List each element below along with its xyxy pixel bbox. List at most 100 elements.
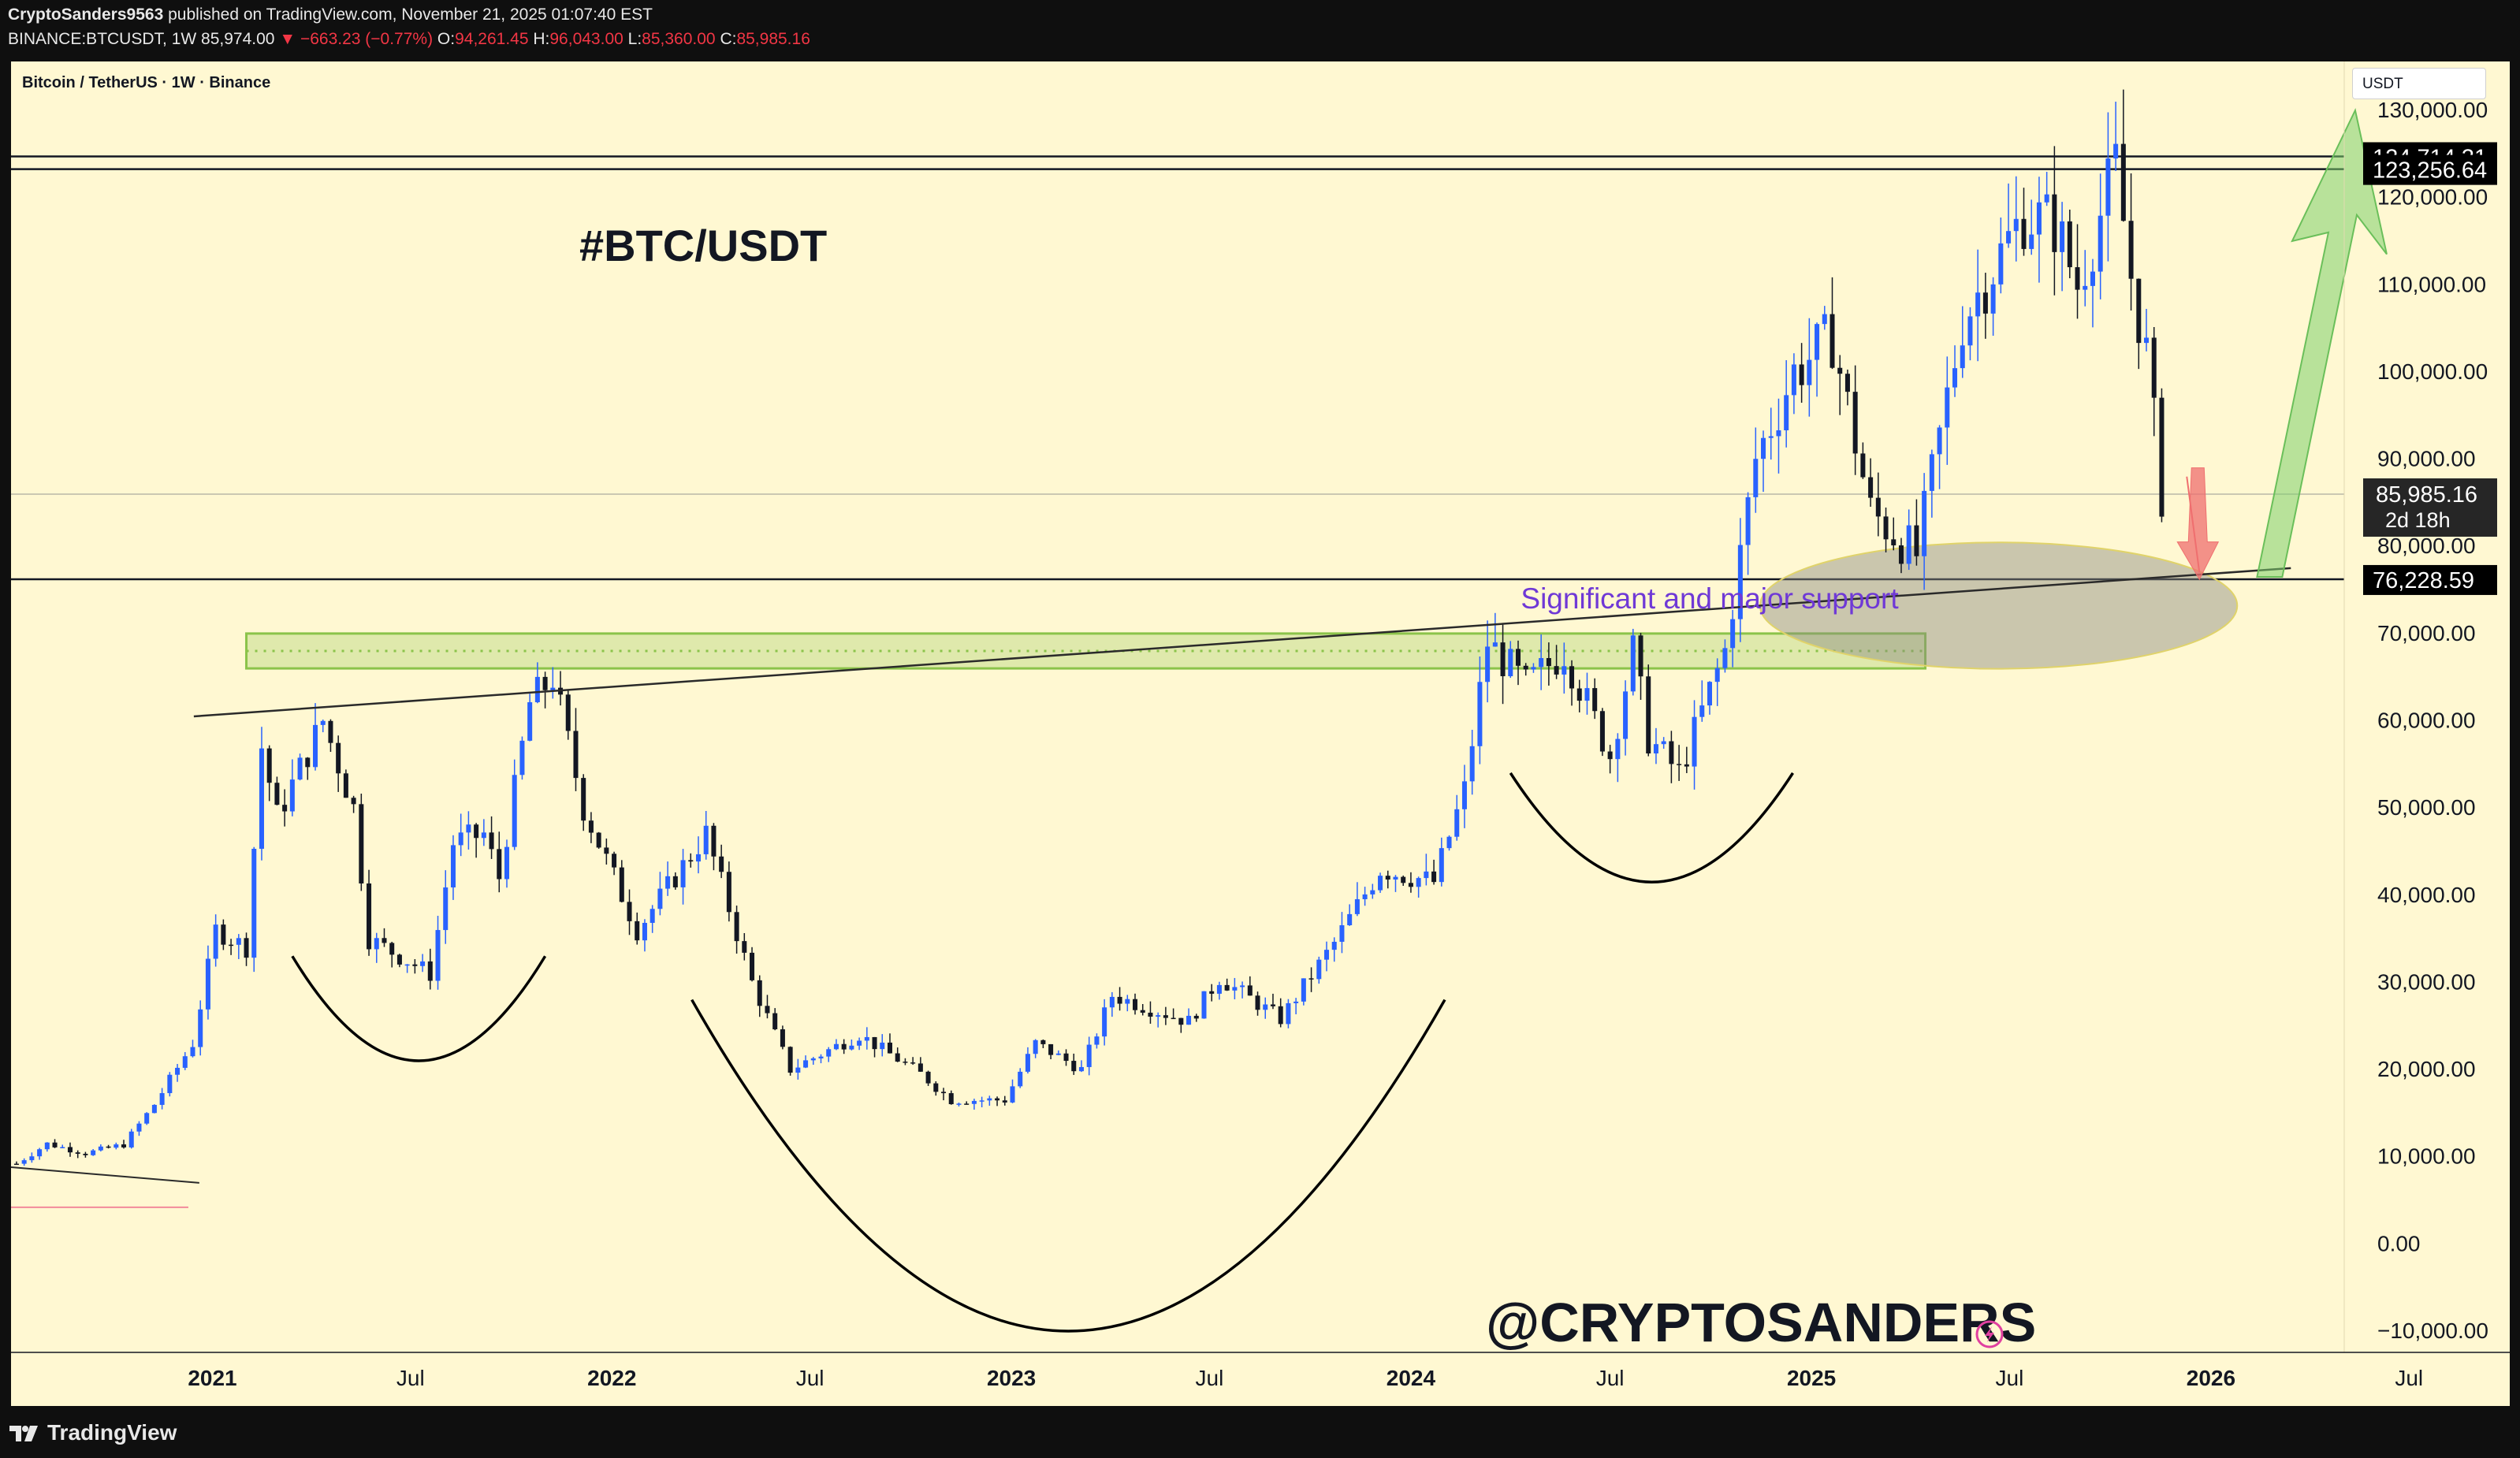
candle-body xyxy=(1914,525,1919,556)
x-tick-label: Jul xyxy=(1996,1366,2024,1390)
candle-body xyxy=(1485,646,1491,683)
candle-body xyxy=(1960,345,1965,369)
candle-body xyxy=(1990,284,1996,314)
x-tick-label: Jul xyxy=(796,1366,824,1390)
candle-body xyxy=(13,1163,19,1166)
candle-body xyxy=(1531,667,1536,670)
candle-body xyxy=(2006,231,2012,244)
y-tick-label: 70,000.00 xyxy=(2377,621,2476,645)
candle-body xyxy=(1998,243,2004,285)
price-tag xyxy=(2363,564,2497,595)
candle-body xyxy=(550,687,556,690)
price-chart[interactable]: #BTC/USDT @CRYPTOSANDERS Significant and m… xyxy=(11,61,2510,1406)
candle-body xyxy=(534,676,540,703)
candle-body xyxy=(2120,143,2126,221)
candle-body xyxy=(596,832,601,848)
candle-body xyxy=(1929,454,1934,491)
candle-body xyxy=(1209,991,1215,994)
candle-body xyxy=(175,1067,181,1075)
candle-body xyxy=(849,1045,854,1050)
candle-body xyxy=(872,1036,877,1050)
candle-body xyxy=(367,883,372,950)
candle-body xyxy=(711,825,717,857)
candle-body xyxy=(1945,387,1950,428)
candle-body xyxy=(1308,978,1314,980)
candle-body xyxy=(251,849,257,958)
candle-body xyxy=(144,1113,150,1124)
candle-body xyxy=(2128,221,2134,279)
candle-body xyxy=(1102,1007,1107,1037)
candle-body xyxy=(121,1144,127,1147)
tradingview-logo[interactable]: TradingView xyxy=(9,1420,177,1445)
candle-body xyxy=(933,1083,939,1092)
candle-body xyxy=(1201,991,1207,1019)
candle-body xyxy=(1339,925,1345,942)
close-label: C: xyxy=(720,30,737,48)
candle-body xyxy=(1768,436,1774,438)
candle-body xyxy=(1431,871,1437,883)
candle-body xyxy=(1454,809,1460,837)
candle-body xyxy=(1807,359,1812,385)
candle-body xyxy=(1815,324,1820,360)
candle-body xyxy=(412,964,418,966)
candle-body xyxy=(1684,764,1689,767)
candle-body xyxy=(229,944,234,947)
candle-body xyxy=(604,847,609,854)
y-tick-label: 30,000.00 xyxy=(2377,969,2476,994)
candle-body xyxy=(1699,705,1705,717)
candle-body xyxy=(37,1149,43,1157)
candle-body xyxy=(1714,668,1720,683)
candle-body xyxy=(1753,459,1759,497)
candle-body xyxy=(351,798,356,805)
candle-body xyxy=(2075,267,2080,290)
candle-body xyxy=(1048,1043,1054,1055)
currency-selector[interactable]: USDT xyxy=(2352,68,2486,99)
candle-body xyxy=(1477,682,1483,746)
candle-body xyxy=(726,872,731,913)
candle-body xyxy=(1401,876,1406,883)
candle-body xyxy=(1967,316,1973,346)
chart-area[interactable]: #BTC/USDT @CRYPTOSANDERS Significant and m… xyxy=(11,61,2510,1406)
candle-body xyxy=(971,1100,977,1104)
candle-body xyxy=(443,887,449,931)
candle-body xyxy=(1446,836,1452,849)
candle-body xyxy=(1148,1012,1153,1017)
candle-body xyxy=(1156,1015,1161,1017)
cup-arc xyxy=(291,955,547,1062)
candle-body xyxy=(857,1040,862,1046)
candle-body xyxy=(1078,1066,1084,1072)
candle-body xyxy=(895,1053,900,1062)
candle-body xyxy=(289,779,295,812)
candle-body xyxy=(1193,1015,1199,1019)
price-tag-value: 123,256.64 xyxy=(2373,158,2487,184)
candle-body xyxy=(1163,1015,1168,1018)
candle-body xyxy=(1761,437,1766,459)
x-tick-label: 2025 xyxy=(1787,1366,1836,1390)
symbol-line: BINANCE:BTCUSDT, 1W xyxy=(8,30,197,48)
candle-body xyxy=(259,748,264,850)
candle-body xyxy=(1830,314,1835,368)
publisher-name[interactable]: CryptoSanders9563 xyxy=(8,6,164,24)
tradingview-brand: TradingView xyxy=(47,1420,177,1445)
candle-body xyxy=(1745,497,1751,545)
candle-body xyxy=(450,845,456,888)
candle-body xyxy=(1638,635,1643,677)
candle-body xyxy=(213,924,218,959)
candle-body xyxy=(1661,741,1666,745)
candle-body xyxy=(236,938,241,945)
candle-body xyxy=(672,876,678,887)
candle-body xyxy=(1906,525,1911,564)
low-label: L: xyxy=(627,30,642,48)
candle-body xyxy=(612,854,617,868)
y-tick-label: 60,000.00 xyxy=(2377,709,2476,733)
candle-body xyxy=(336,742,341,774)
candle-body xyxy=(404,964,410,966)
candle-body xyxy=(1278,1006,1283,1025)
candle-body xyxy=(1385,876,1390,880)
candle-body xyxy=(903,1062,908,1063)
candle-body xyxy=(887,1042,892,1054)
price-tag xyxy=(2363,154,2497,185)
x-tick-label: 2023 xyxy=(987,1366,1036,1390)
candle-body xyxy=(136,1123,142,1132)
candle-body xyxy=(1040,1040,1046,1044)
